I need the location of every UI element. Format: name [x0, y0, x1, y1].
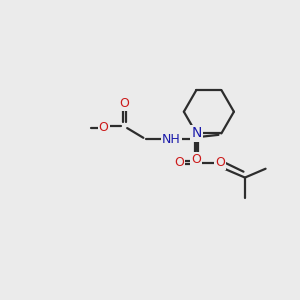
Text: O: O: [215, 156, 225, 169]
Text: O: O: [119, 98, 129, 110]
Text: O: O: [191, 153, 201, 167]
Text: O: O: [174, 156, 184, 169]
Text: O: O: [99, 121, 109, 134]
Text: NH: NH: [162, 133, 181, 146]
Text: N: N: [191, 126, 202, 140]
